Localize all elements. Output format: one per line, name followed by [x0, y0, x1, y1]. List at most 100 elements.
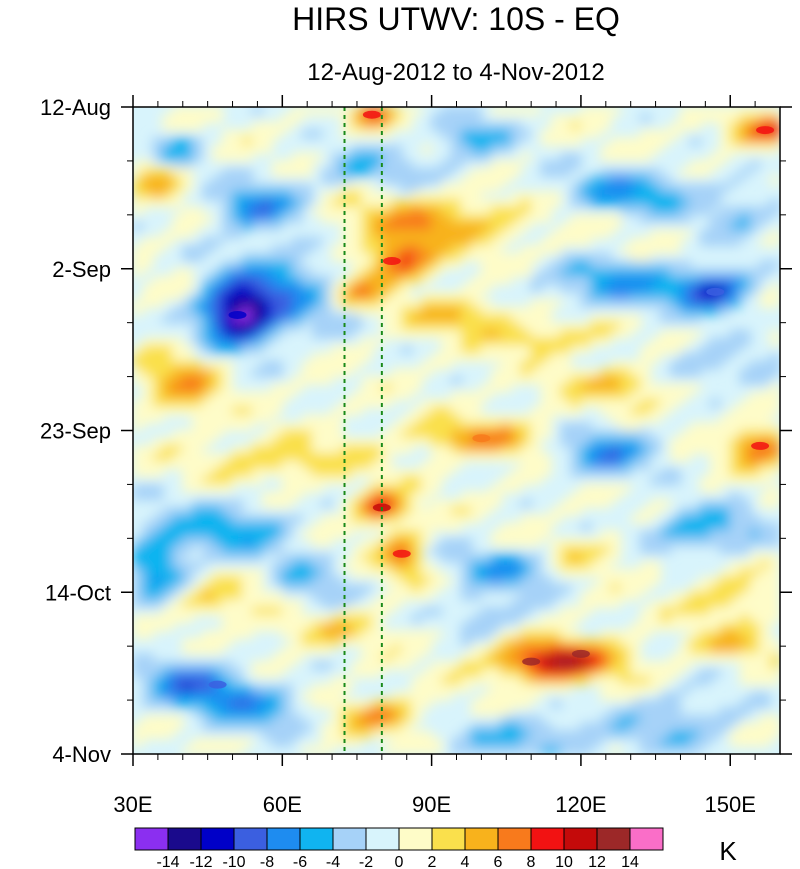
field-cell [520, 583, 532, 593]
field-cell [251, 583, 263, 593]
field-cell [659, 298, 672, 308]
field-cell [391, 522, 403, 532]
field-cell [221, 191, 234, 201]
field-cell [749, 360, 761, 370]
field-cell [560, 375, 572, 385]
field-cell [510, 137, 522, 147]
field-cell [261, 129, 273, 139]
field-cell [202, 583, 214, 593]
field-cell [291, 191, 303, 201]
field-cell [192, 514, 204, 524]
field-cell [510, 445, 522, 455]
field-cell [620, 360, 632, 370]
field-cell [470, 660, 482, 670]
field-cell [202, 738, 214, 747]
field-cell [281, 653, 293, 663]
field-cell [669, 522, 682, 532]
field-cell [133, 453, 144, 462]
field-cell [659, 607, 672, 616]
field-cell [450, 406, 463, 416]
field-cell [401, 107, 413, 116]
field-cell [580, 121, 592, 131]
field-cell [759, 622, 771, 632]
field-cell [212, 383, 224, 393]
field-cell [261, 545, 273, 555]
field-cell [699, 722, 711, 732]
field-cell [381, 745, 393, 754]
field-cell [321, 530, 333, 539]
field-cell [679, 206, 692, 216]
field-cell [261, 691, 273, 701]
field-cell [590, 653, 602, 663]
field-cell [490, 275, 502, 285]
field-cell [231, 221, 244, 231]
field-cell [381, 514, 393, 524]
field-cell [630, 198, 642, 208]
field-cell [620, 175, 632, 185]
field-cell [241, 414, 254, 424]
field-cell [510, 560, 522, 570]
field-cell [729, 129, 741, 139]
field-cell [261, 699, 273, 709]
field-cell [480, 329, 492, 339]
colorbar-label: 8 [527, 854, 536, 869]
field-cell [490, 129, 502, 139]
field-cell [650, 722, 662, 732]
field-cell [630, 375, 642, 385]
field-cell [580, 537, 592, 547]
colorbar-swatch [266, 827, 301, 851]
field-feature [472, 434, 491, 443]
field-cell [142, 591, 154, 601]
field-cell [321, 375, 333, 385]
field-cell [440, 553, 453, 563]
field-cell [669, 291, 682, 301]
field-cell [202, 637, 214, 647]
field-cell [540, 468, 552, 478]
field-cell [719, 506, 731, 516]
field-cell [221, 630, 234, 640]
field-cell [590, 298, 602, 308]
field-cell [212, 107, 224, 116]
field-cell [510, 422, 522, 432]
field-cell [480, 245, 492, 254]
field-cell [371, 660, 383, 670]
field-cell [202, 668, 214, 678]
field-cell [510, 637, 522, 647]
field-cell [669, 468, 682, 478]
field-cell [640, 206, 652, 216]
field-cell [231, 522, 244, 532]
field-cell [590, 537, 602, 547]
field-cell [381, 168, 393, 177]
field-cell [610, 414, 622, 424]
field-cell [202, 607, 214, 616]
field-cell [480, 198, 492, 208]
field-cell [500, 144, 512, 154]
field-cell [192, 684, 204, 693]
field-cell [520, 699, 532, 709]
field-cell [540, 614, 552, 624]
field-cell [450, 437, 463, 447]
field-cell [650, 738, 662, 747]
field-cell [500, 383, 512, 393]
field-cell [669, 453, 682, 462]
field-cell [271, 660, 283, 670]
field-cell [172, 437, 184, 447]
field-cell [729, 283, 741, 293]
field-cell [460, 684, 473, 693]
field-cell [450, 160, 463, 170]
field-cell [391, 491, 403, 501]
field-cell [391, 691, 403, 701]
y-tick-label: 2-Sep [52, 257, 111, 282]
field-cell [321, 453, 333, 462]
field-cell [580, 668, 592, 678]
field-cell [351, 583, 363, 593]
field-cell [719, 591, 731, 601]
field-cell [640, 191, 652, 201]
field-cell [133, 298, 144, 308]
field-cell [560, 283, 572, 293]
field-cell [719, 114, 731, 123]
field-cell [759, 429, 771, 439]
field-cell [251, 445, 263, 455]
field-cell [261, 514, 273, 524]
field-cell [510, 483, 522, 493]
